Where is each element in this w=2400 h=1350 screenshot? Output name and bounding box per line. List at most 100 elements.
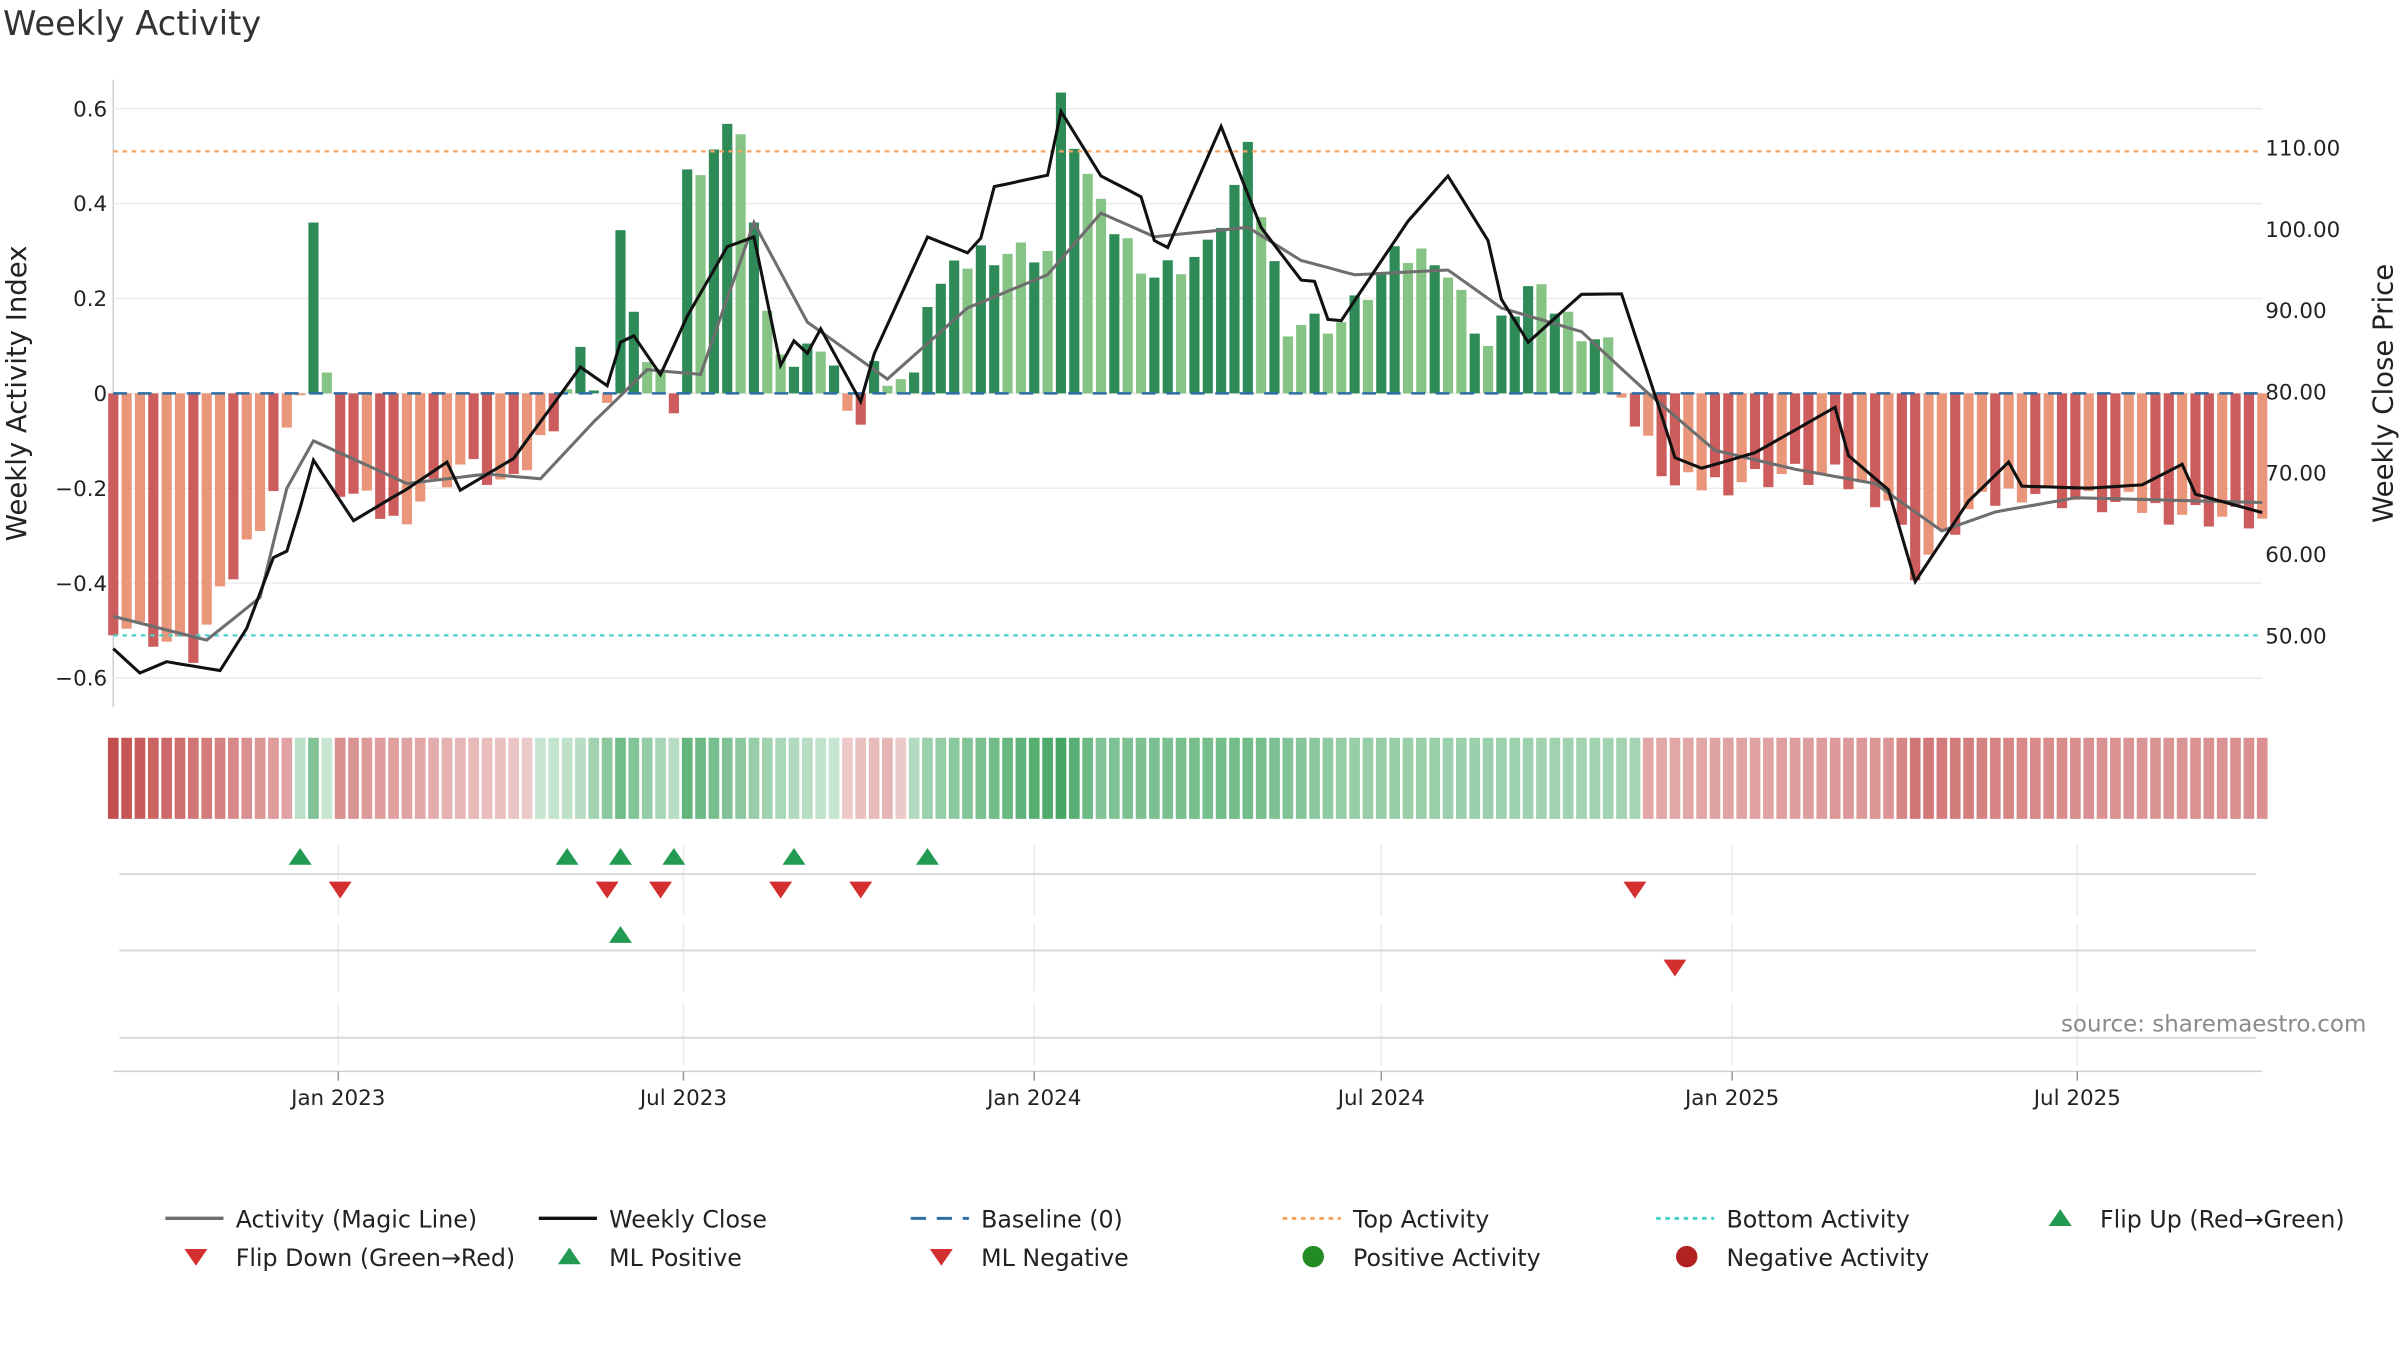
activity-bar [1576,341,1587,394]
y-tick-right: 70.00 [2265,462,2326,487]
flip-up-marker [288,847,312,865]
activity-bar [1963,393,1974,510]
activity-bar [1709,393,1721,478]
heat-cell [1429,737,1441,819]
activity-bar [1950,393,1961,535]
heat-cell [1149,737,1160,819]
flip-down-marker [649,881,672,899]
heat-cell [2176,737,2188,819]
activity-bar [495,393,506,480]
activity-bar [668,393,679,414]
y-tick-left: −0.6 [55,667,107,692]
activity-bar [975,245,986,394]
legend-swatch-triangle-up [2048,1209,2072,1227]
heat-cell [147,737,159,819]
heat-cell [1789,737,1801,819]
activity-bar [962,268,973,394]
heat-cell [241,737,253,819]
x-tick-label: Jan 2025 [1683,1086,1779,1111]
heat-cell [134,737,146,819]
heat-cell [308,737,319,819]
heat-cell [561,737,573,819]
heat-cell [2243,737,2255,819]
heat-cell [1509,737,1521,819]
y-tick-right: 60.00 [2265,543,2326,568]
activity-bar [1976,393,1988,492]
heat-cell [548,737,560,819]
heat-cell [1536,737,1547,819]
activity-bar [2070,393,2081,500]
activity-bar [2056,393,2068,509]
activity-bar [655,372,666,394]
heat-cell [1482,737,1494,819]
heat-cell [975,737,987,819]
heat-cell [1375,737,1387,819]
legend-swatch-triangle-down [929,1248,953,1266]
heat-cell [1656,737,1667,819]
activity-bar [1095,198,1107,394]
activity-bar [575,346,586,394]
heat-cell [895,737,907,819]
heat-cell [2190,737,2201,819]
heat-cell [1135,737,1147,819]
heat-cell [348,737,359,819]
heat-cell [775,737,786,819]
flip-up-marker [662,847,686,865]
y-axis-label-right: Weekly Close Price [2367,264,2399,523]
heat-cell [655,737,666,819]
legend-label: Baseline (0) [981,1206,1123,1234]
heat-cell [1309,737,1320,819]
activity-bar [308,222,319,394]
activity-bar [989,265,1000,394]
activity-bar [1830,393,1841,465]
activity-bar [1469,333,1480,394]
activity-bar [161,393,172,642]
activity-bar [2203,393,2214,527]
heat-cell [1522,737,1534,819]
legend-label: Negative Activity [1727,1244,1930,1272]
activity-bar [828,365,840,394]
activity-bar [1616,393,1627,398]
activity-bar [882,385,893,394]
heat-cell [1669,737,1681,819]
heat-cell [2123,737,2135,819]
heat-cell [1229,737,1240,819]
heat-cell [1549,737,1561,819]
flip-up-marker [782,847,806,865]
heat-cell [1469,737,1481,819]
magic-line [112,211,2263,642]
ml-negative-marker [1663,959,1687,977]
heat-cell [1949,737,1961,819]
legend-label: ML Negative [981,1244,1129,1272]
legend-swatch-circle [1676,1245,1698,1268]
heat-cell [1749,737,1761,819]
activity-bar [1896,393,1907,525]
heat-cell [1829,737,1841,819]
activity-bar [1482,345,1494,394]
y-axis-label-left: Weekly Activity Index [1,245,33,541]
heat-cell [1322,737,1334,819]
activity-bar [588,390,599,394]
activity-bar [481,393,493,485]
activity-bar [1162,260,1173,394]
activity-bar [375,393,386,519]
heat-cell [575,737,586,819]
activity-bar [842,393,853,411]
activity-bar [1856,393,1867,483]
heat-cell [401,737,413,819]
heat-cell [1843,737,1854,819]
activity-bar [415,393,426,502]
heat-cell [1189,737,1200,819]
heat-cell [1816,737,1828,819]
activity-bar [1042,251,1053,394]
heat-cell [1682,737,1694,819]
heat-cell [2163,737,2175,819]
activity-bar [1029,262,1040,394]
heat-cell [1082,737,1093,819]
activity-bar [1683,393,1694,473]
heat-cell [1002,737,1013,819]
activity-bar [2230,393,2241,507]
activity-bar [148,393,159,647]
heat-cell [2110,737,2121,819]
heat-cell [1402,737,1414,819]
